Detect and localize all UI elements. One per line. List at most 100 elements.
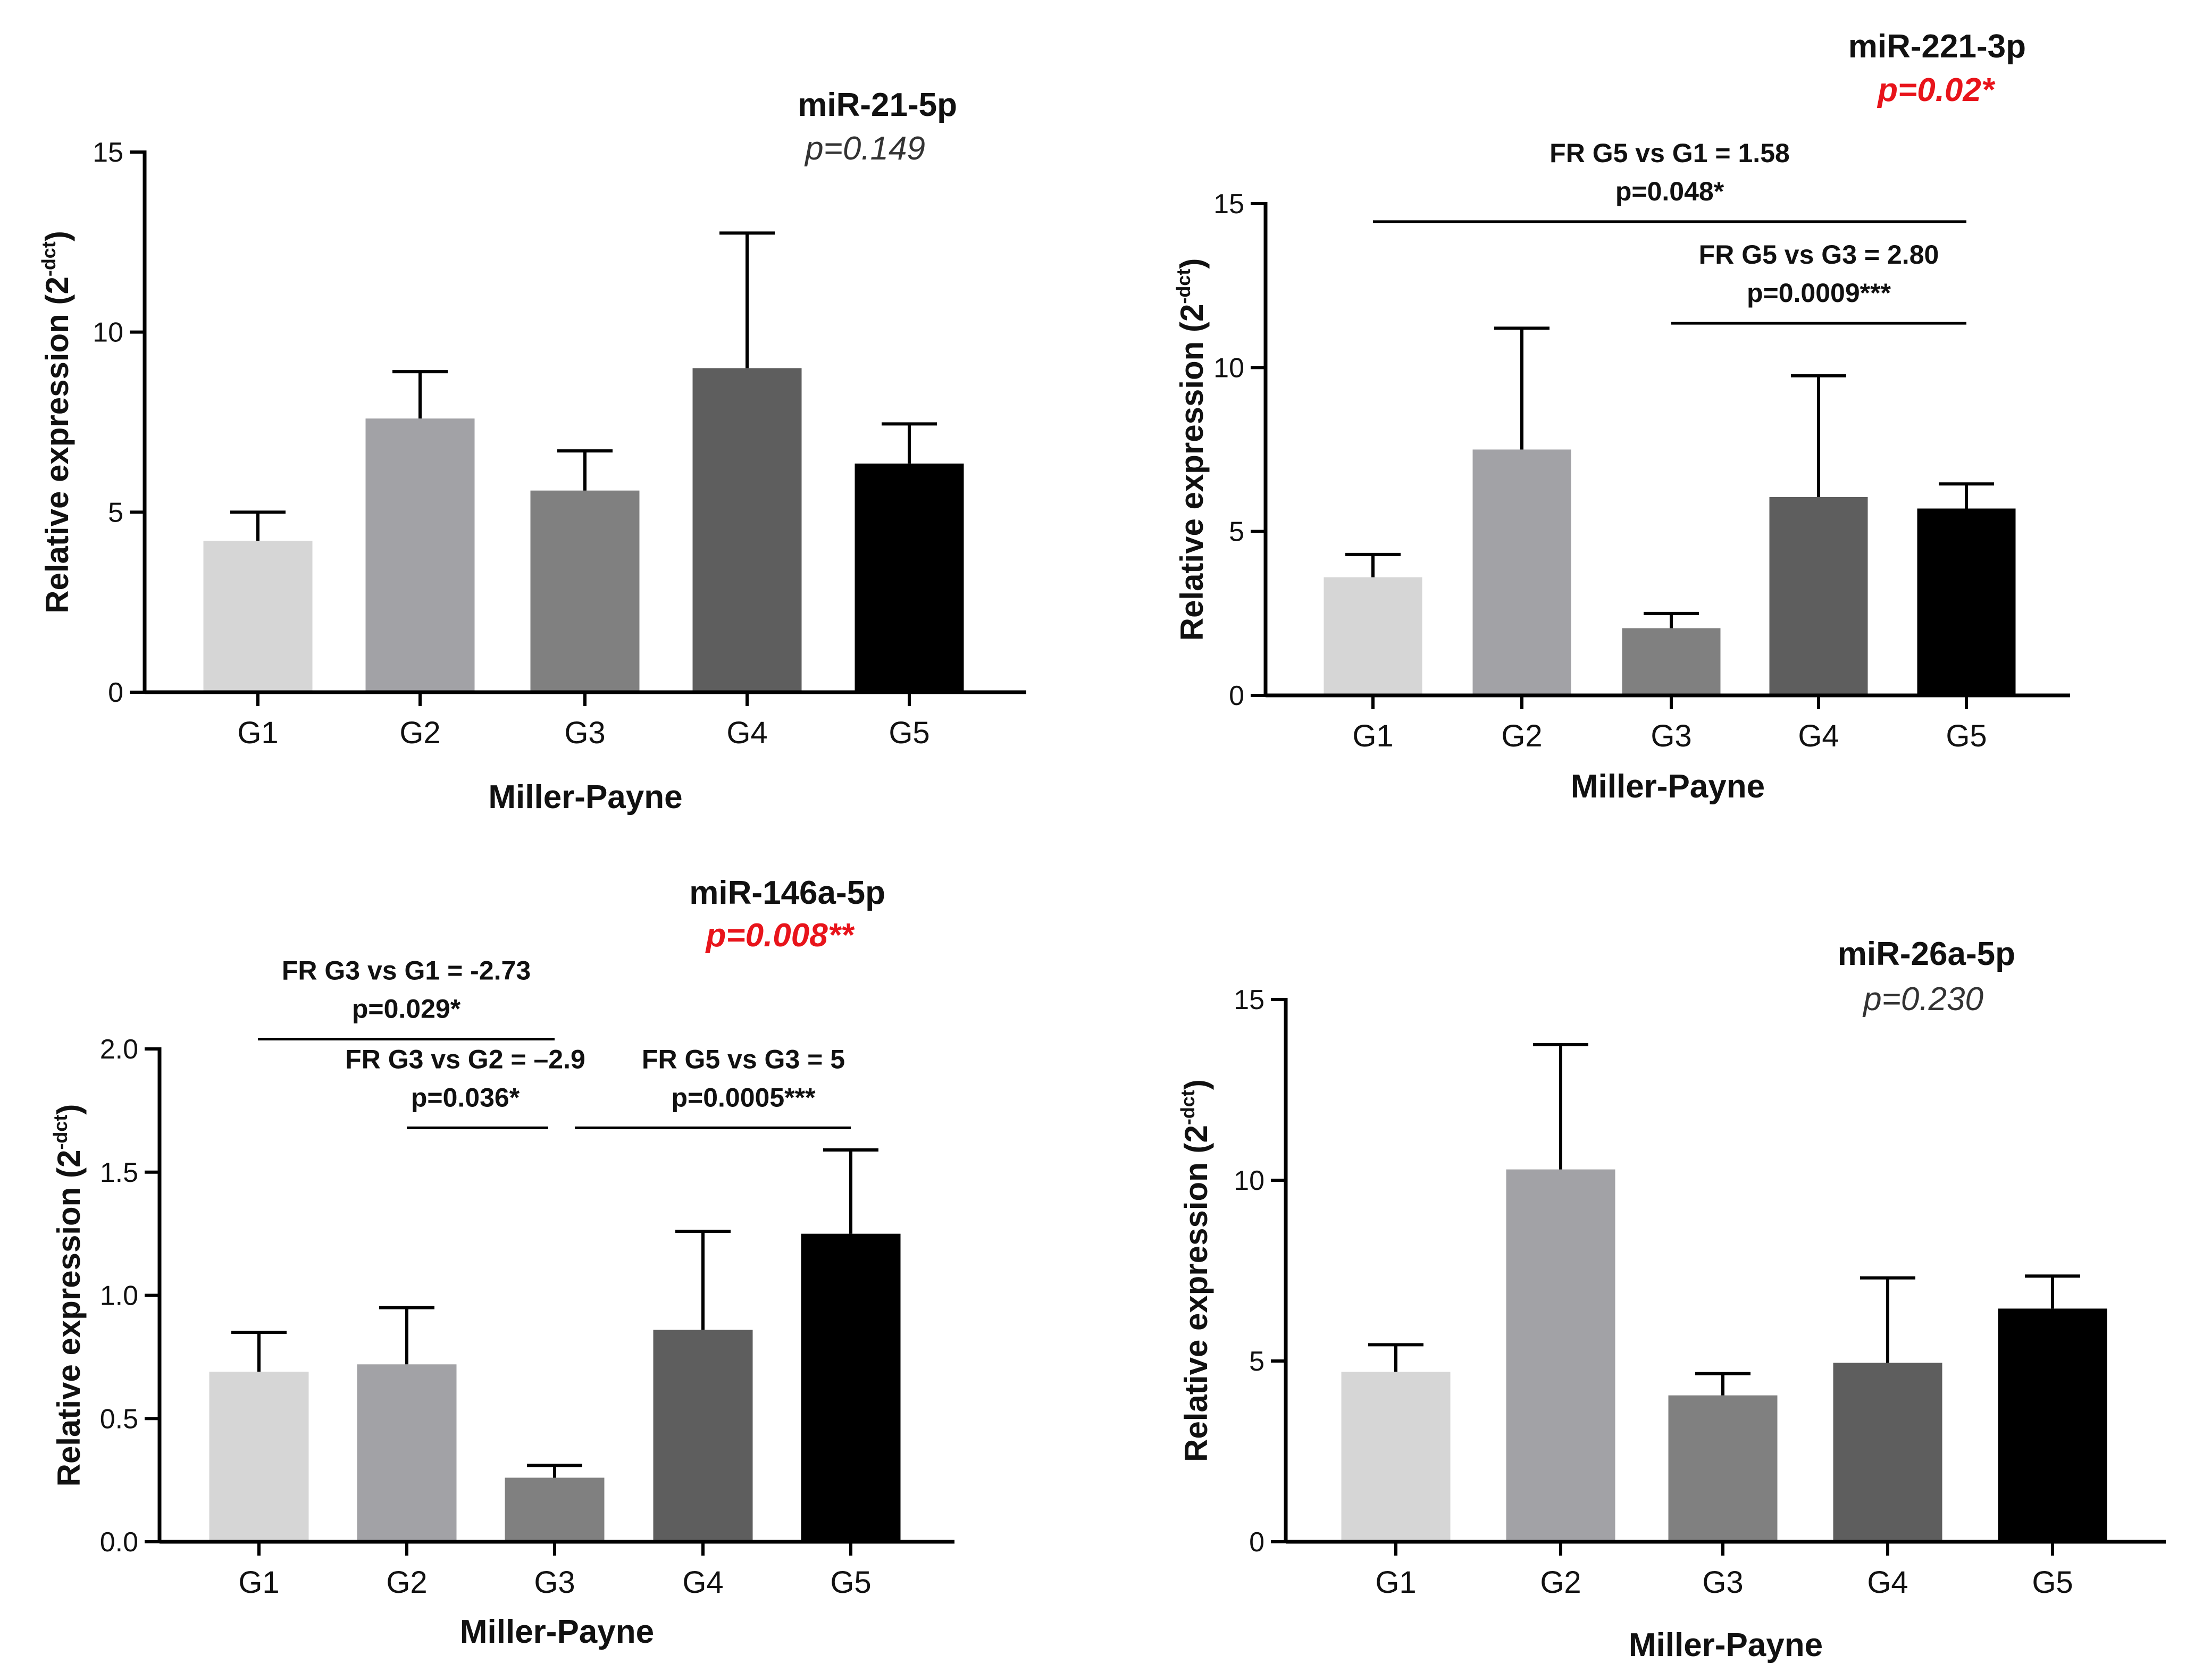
chart-title: miR-21-5p — [798, 87, 957, 123]
y-axis-title-superscript: -dct — [49, 1115, 71, 1150]
significance-pvalue: p=0.0005*** — [671, 1082, 816, 1112]
bar — [1833, 1363, 1942, 1542]
y-tick-label: 10 — [1234, 1165, 1264, 1196]
y-tick-label: 2.0 — [100, 1034, 138, 1065]
x-tick-label: G3 — [534, 1565, 575, 1600]
significance-fold-change: FR G5 vs G1 = 1.58 — [1550, 138, 1790, 168]
significance-pvalue: p=0.048* — [1615, 177, 1724, 206]
y-axis-title-close: ) — [1174, 258, 1210, 269]
chart-pvalue: p=0.008** — [705, 917, 855, 954]
x-axis-title: Miller-Payne — [1571, 768, 1765, 805]
bar — [1668, 1395, 1778, 1542]
bar — [530, 490, 640, 692]
y-axis-title-close: ) — [51, 1104, 87, 1115]
bar — [1341, 1372, 1451, 1542]
y-tick-label: 0 — [1229, 681, 1244, 711]
x-tick-label: G1 — [1375, 1565, 1416, 1600]
x-tick-label: G1 — [237, 716, 278, 750]
x-tick-label: G2 — [1540, 1565, 1581, 1600]
x-axis-title: Miller-Payne — [1629, 1627, 1823, 1664]
x-tick-label: G4 — [1867, 1565, 1908, 1600]
x-tick-label: G2 — [1501, 719, 1542, 753]
y-axis-title: Relative expression (2-dct) — [38, 231, 75, 614]
x-tick-label: G2 — [399, 716, 440, 750]
bar — [1622, 628, 1721, 695]
x-tick-label: G3 — [1651, 719, 1691, 753]
y-axis-title-superscript: -dct — [1177, 1090, 1199, 1125]
significance-fold-change: FR G3 vs G2 = –2.9 — [345, 1044, 585, 1074]
bar — [1472, 449, 1571, 695]
y-axis-title-main: Relative expression (2 — [39, 276, 75, 614]
bar — [365, 418, 475, 692]
x-tick-label: G3 — [564, 716, 605, 750]
y-tick-label: 5 — [1249, 1346, 1264, 1377]
chart-panel: 0 5 10 15 G1 G2 G3 G4 G5 Miller-Payne Relative exp… — [1177, 936, 2166, 1664]
y-tick-label: 10 — [93, 317, 123, 348]
y-axis-title: Relative expression (2-dct) — [1177, 1079, 1214, 1462]
y-tick-label: 0.5 — [100, 1404, 138, 1434]
x-tick-label: G5 — [2032, 1565, 2073, 1600]
significance-fold-change: FR G5 vs G3 = 5 — [642, 1044, 845, 1074]
chart-pvalue: p=0.02* — [1877, 72, 1996, 108]
chart-pvalue: p=0.230 — [1862, 981, 1983, 1018]
x-tick-label: G3 — [1702, 1565, 1743, 1600]
x-tick-label: G1 — [1352, 719, 1393, 753]
bar — [1506, 1169, 1615, 1542]
y-axis-title: Relative expression (2-dct) — [1172, 258, 1210, 641]
bar — [203, 541, 313, 692]
y-tick-label: 10 — [1213, 352, 1244, 383]
significance-pvalue: p=0.0009*** — [1747, 278, 1891, 308]
bar — [1917, 508, 2016, 695]
bar — [209, 1372, 309, 1542]
y-tick-label: 1.5 — [100, 1157, 138, 1188]
bar — [1769, 497, 1868, 695]
y-axis-title-superscript: -dct — [1172, 269, 1194, 304]
significance-fold-change: FR G5 vs G3 = 2.80 — [1699, 240, 1939, 270]
x-axis-title: Miller-Payne — [460, 1614, 654, 1650]
y-tick-label: 15 — [93, 137, 123, 168]
chart-panel: 0.0 0.5 1.0 1.5 2.0 G1 G2 G3 G4 G5 Miller-Payne Rel… — [49, 875, 954, 1650]
y-tick-label: 15 — [1234, 985, 1264, 1015]
bar — [801, 1233, 901, 1542]
x-tick-label: G4 — [682, 1565, 723, 1600]
x-tick-label: G4 — [1798, 719, 1839, 753]
y-tick-label: 0 — [108, 677, 123, 708]
x-tick-label: G5 — [830, 1565, 871, 1600]
y-axis-title-main: Relative expression (2 — [51, 1150, 87, 1487]
y-axis-title-superscript: -dct — [38, 241, 60, 276]
bar — [1324, 577, 1422, 695]
bar — [1998, 1308, 2107, 1542]
significance-pvalue: p=0.036* — [411, 1082, 520, 1112]
bar — [692, 368, 802, 692]
chart-pvalue: p=0.149 — [804, 130, 925, 167]
y-axis-title-main: Relative expression (2 — [1178, 1125, 1214, 1462]
y-tick-label: 0.0 — [100, 1527, 138, 1558]
x-tick-label: G5 — [889, 716, 929, 750]
x-tick-label: G4 — [726, 716, 767, 750]
significance-fold-change: FR G3 vs G1 = -2.73 — [282, 955, 531, 985]
x-tick-label: G5 — [1946, 719, 1987, 753]
chart-title: miR-221-3p — [1848, 28, 2026, 65]
bar — [505, 1477, 605, 1542]
bar — [653, 1330, 753, 1542]
y-tick-label: 1.0 — [100, 1281, 138, 1312]
chart-panel: 0 5 10 15 G1 G2 G3 G4 G5 Miller-Payne Relative exp… — [38, 87, 1026, 816]
x-tick-label: G1 — [238, 1565, 279, 1600]
y-tick-label: 5 — [108, 497, 123, 528]
chart-panel: 0 5 10 15 G1 G2 G3 G4 G5 Miller-Payne Relative exp… — [1172, 28, 2070, 805]
y-axis-title-close: ) — [1178, 1079, 1214, 1090]
y-axis-title-main: Relative expression (2 — [1174, 304, 1210, 641]
y-axis-title-close: ) — [39, 231, 75, 241]
y-tick-label: 0 — [1249, 1527, 1264, 1558]
y-tick-label: 15 — [1213, 189, 1244, 220]
y-tick-label: 5 — [1229, 517, 1244, 548]
bar — [855, 463, 964, 692]
chart-title: miR-26a-5p — [1838, 936, 2015, 972]
bar — [357, 1364, 457, 1542]
x-tick-label: G2 — [386, 1565, 427, 1600]
x-axis-title: Miller-Payne — [488, 779, 682, 816]
chart-title: miR-146a-5p — [689, 875, 885, 911]
significance-pvalue: p=0.029* — [352, 994, 461, 1023]
y-axis-title: Relative expression (2-dct) — [49, 1104, 87, 1487]
